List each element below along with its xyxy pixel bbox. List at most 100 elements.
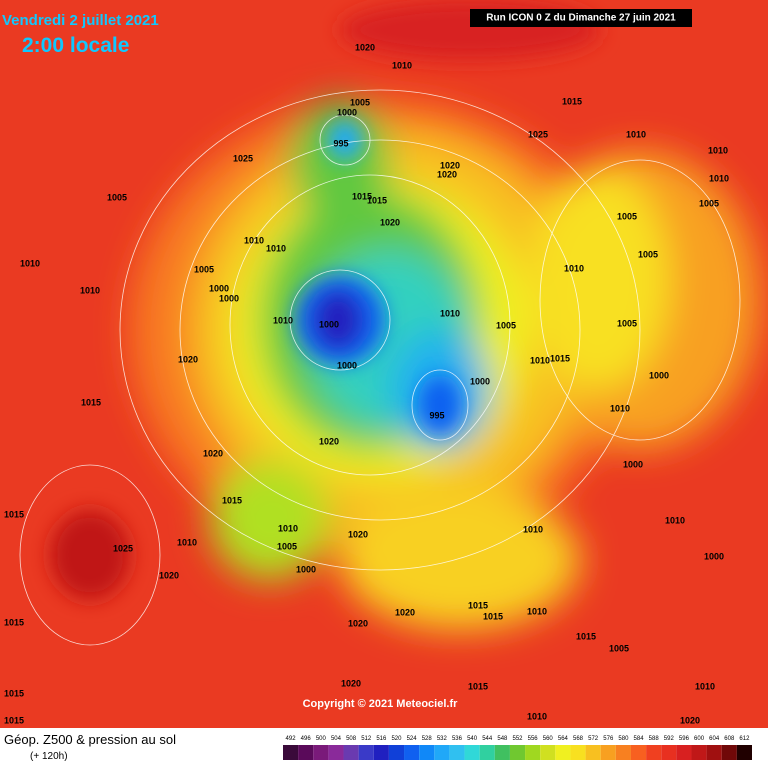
isobar-label: 1005	[609, 643, 629, 653]
legend-swatch	[509, 745, 526, 760]
legend-label: 528	[422, 736, 433, 742]
isobar-label: 1025	[528, 129, 548, 139]
isobar-label: 1010	[80, 285, 100, 295]
legend-label: 548	[497, 736, 508, 742]
isobar-label: 1020	[178, 354, 198, 364]
legend-swatch	[434, 745, 450, 760]
isobar-label: 1010	[665, 515, 685, 525]
legend-label: 500	[316, 736, 327, 742]
isobar-label: 1010	[626, 129, 646, 139]
isobar-label: 1020	[680, 715, 700, 725]
isobar-label: 1010	[20, 258, 40, 268]
isobar-label: 1015	[352, 191, 372, 201]
legend-label: 560	[543, 736, 554, 742]
isobar-label: 1010	[523, 524, 543, 534]
legend-label: 516	[376, 736, 387, 742]
legend-swatch	[494, 745, 510, 760]
isobar-label: 1020	[355, 42, 375, 52]
legend-swatch	[358, 745, 374, 760]
isobar-label: 1020	[319, 436, 339, 446]
legend-swatch	[525, 745, 541, 760]
isobar-label: 1010	[527, 606, 547, 616]
legend-swatch	[540, 745, 556, 760]
legend-label: 580	[618, 736, 629, 742]
isobar-label: 1020	[348, 618, 368, 628]
copyright: Copyright © 2021 Meteociel.fr	[303, 698, 459, 710]
isobar-label: 1015	[576, 631, 596, 641]
isobar-label: 1005	[107, 192, 127, 202]
isobar-label: 1015	[468, 600, 488, 610]
legend-label: 496	[301, 736, 312, 742]
isolines	[19, 89, 741, 646]
isobar-label: 1015	[81, 397, 101, 407]
legend-label: 604	[709, 736, 720, 742]
legend-swatch	[464, 745, 480, 760]
legend-swatch	[419, 745, 435, 760]
legend-swatch	[388, 745, 405, 760]
legend-swatch	[313, 745, 329, 760]
isobar-label: 1020	[203, 448, 223, 458]
isobar-label: 995	[429, 410, 444, 420]
legend-label: 544	[482, 736, 493, 742]
isobar-label: 1015	[4, 617, 24, 627]
date: Vendredi 2 juillet 2021	[2, 12, 159, 29]
isobar-label: 1020	[159, 570, 179, 580]
isobar-label: 1020	[341, 678, 361, 688]
isobar-label: 1010	[244, 235, 264, 245]
isobar-label: 1015	[4, 509, 24, 519]
isobar-label: 1000	[296, 564, 316, 574]
legend-label: 492	[286, 736, 297, 742]
legend-swatch	[676, 745, 692, 760]
isobar-label: 1005	[638, 249, 658, 259]
legend-label: 520	[391, 736, 402, 742]
footer-subtitle: (+ 120h)	[30, 751, 68, 762]
legend-label: 572	[588, 736, 599, 742]
isobar-label: 1000	[319, 319, 339, 329]
isobar-label: 1015	[550, 353, 570, 363]
legend-swatch	[585, 745, 601, 760]
isobar-label: 1000	[470, 376, 490, 386]
legend-swatch	[706, 745, 722, 760]
isobar-label: 1010	[278, 523, 298, 533]
legend-swatch	[555, 745, 571, 760]
isobar-label: 1020	[437, 169, 457, 179]
legend-label: 600	[694, 736, 705, 742]
isobar-label: 1010	[392, 60, 412, 70]
isobar-label: 1025	[113, 543, 133, 553]
isobar-label: 995	[333, 138, 348, 148]
isobar-label: 1005	[699, 198, 719, 208]
isobar-label: 1010	[564, 263, 584, 273]
legend-label: 504	[331, 736, 342, 742]
legend-swatch	[570, 745, 586, 760]
legend-swatch	[283, 745, 299, 760]
legend-swatch	[343, 745, 359, 760]
legend-label: 512	[361, 736, 372, 742]
isobar-label: 1010	[530, 355, 550, 365]
legend-label: 596	[679, 736, 690, 742]
legend-label: 536	[452, 736, 463, 742]
run-info: Run ICON 0 Z du Dimanche 27 juin 2021	[486, 13, 676, 24]
legend-swatch	[298, 745, 314, 760]
legend-swatch	[328, 745, 344, 760]
isobar-label: 1005	[277, 541, 297, 551]
isobar-label: 1000	[704, 551, 724, 561]
isobar-label: 1010	[440, 308, 460, 318]
isobar-label: 1015	[222, 495, 242, 505]
legend-label: 608	[724, 736, 735, 742]
isobar-label: 1010	[177, 537, 197, 547]
isobar-label: 1005	[617, 211, 637, 221]
isobar-label: 1020	[380, 217, 400, 227]
legend-label: 584	[634, 736, 645, 742]
legend-label: 556	[528, 736, 539, 742]
legend-label: 540	[467, 736, 478, 742]
isobar-label: 1005	[194, 264, 214, 274]
legend-label: 532	[437, 736, 448, 742]
isobar-label: 1010	[273, 315, 293, 325]
time: 2:00 locale	[22, 34, 129, 57]
legend-swatch	[691, 745, 707, 760]
isobar-label: 1015	[4, 688, 24, 698]
legend-swatch	[615, 745, 631, 760]
isobar-label: 1010	[708, 145, 728, 155]
legend-swatch	[404, 745, 420, 760]
